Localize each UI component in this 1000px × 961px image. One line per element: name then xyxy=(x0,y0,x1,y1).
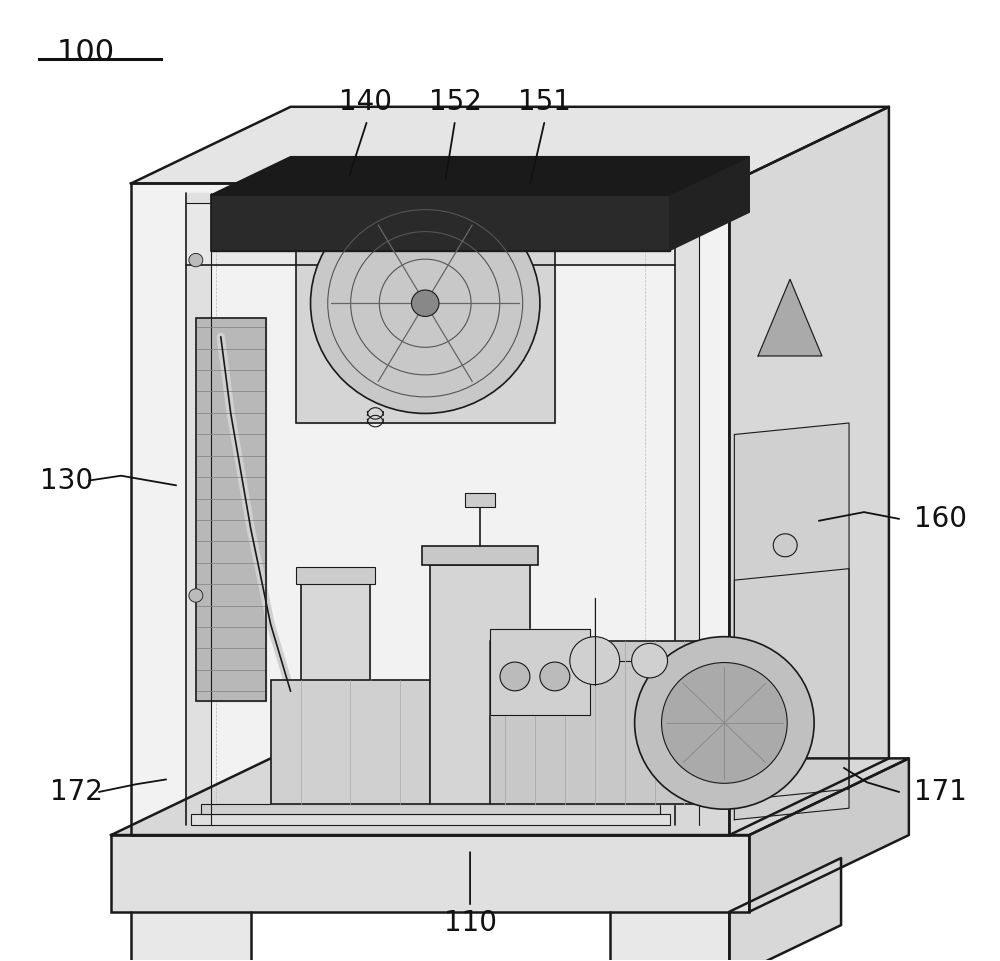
Bar xyxy=(191,814,670,825)
Circle shape xyxy=(500,662,530,691)
Polygon shape xyxy=(131,184,729,835)
Polygon shape xyxy=(729,107,889,835)
Text: 130: 130 xyxy=(40,466,93,495)
Circle shape xyxy=(311,193,540,413)
Circle shape xyxy=(570,637,620,684)
Polygon shape xyxy=(111,835,749,912)
Text: 171: 171 xyxy=(914,777,967,806)
Bar xyxy=(211,195,670,251)
Text: 100: 100 xyxy=(56,37,114,67)
Polygon shape xyxy=(729,858,841,961)
Circle shape xyxy=(662,662,787,783)
Polygon shape xyxy=(211,157,749,195)
Circle shape xyxy=(189,589,203,603)
Circle shape xyxy=(635,637,814,809)
Polygon shape xyxy=(490,628,590,715)
Bar xyxy=(422,546,538,565)
Polygon shape xyxy=(749,758,909,912)
Polygon shape xyxy=(758,280,822,356)
Circle shape xyxy=(632,644,668,678)
Text: 172: 172 xyxy=(50,777,103,806)
Polygon shape xyxy=(186,203,675,265)
Polygon shape xyxy=(296,184,555,423)
Polygon shape xyxy=(734,423,849,801)
Text: 152: 152 xyxy=(429,88,482,116)
Polygon shape xyxy=(430,565,530,804)
Polygon shape xyxy=(670,157,749,251)
Bar xyxy=(296,184,555,423)
Polygon shape xyxy=(734,569,849,820)
Polygon shape xyxy=(301,584,370,679)
Polygon shape xyxy=(131,107,889,184)
Bar xyxy=(131,184,729,835)
Polygon shape xyxy=(675,193,699,825)
Polygon shape xyxy=(610,912,729,961)
Bar xyxy=(301,584,370,679)
Circle shape xyxy=(411,290,439,316)
Bar xyxy=(490,642,719,804)
Polygon shape xyxy=(490,642,719,804)
Bar xyxy=(490,628,590,715)
Circle shape xyxy=(189,254,203,267)
Polygon shape xyxy=(196,317,266,701)
Circle shape xyxy=(773,533,797,556)
Circle shape xyxy=(540,662,570,691)
Polygon shape xyxy=(131,912,251,961)
Bar xyxy=(465,493,495,507)
Bar xyxy=(196,317,266,701)
Bar xyxy=(111,835,749,912)
Bar xyxy=(296,567,375,584)
Bar xyxy=(201,804,660,814)
Polygon shape xyxy=(111,758,909,835)
Text: 160: 160 xyxy=(914,505,967,532)
Text: 110: 110 xyxy=(444,909,497,937)
Polygon shape xyxy=(186,193,211,825)
Bar xyxy=(430,565,530,804)
Bar xyxy=(271,679,430,804)
Text: 151: 151 xyxy=(518,88,571,116)
Polygon shape xyxy=(211,195,670,251)
Text: 140: 140 xyxy=(339,88,392,116)
Polygon shape xyxy=(271,679,430,804)
